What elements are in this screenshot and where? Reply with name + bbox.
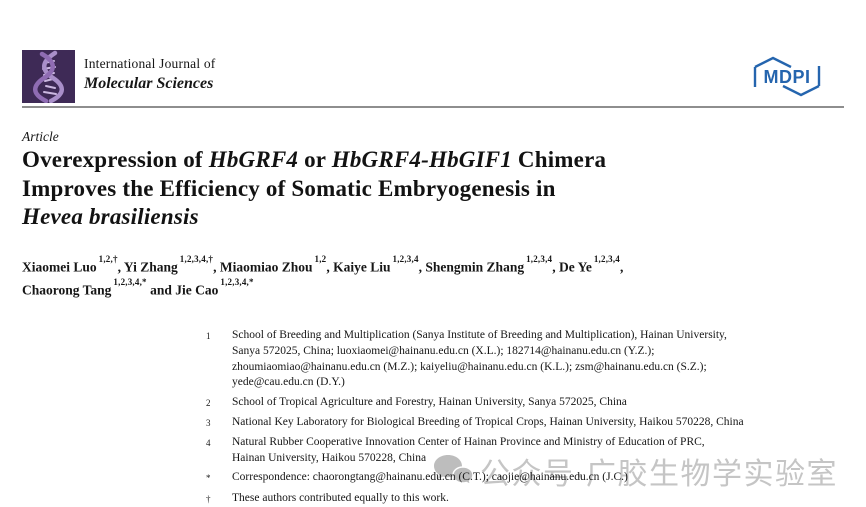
affiliation-line: School of Breeding and Multiplication (S…: [232, 329, 727, 341]
affiliation-row: * Correspondence: chaorongtang@hainanu.ed…: [206, 470, 744, 487]
journal-logo: [22, 50, 75, 104]
title-segment: Chimera: [511, 147, 607, 172]
affiliations-list: 1 School of Breeding and Multiplication (…: [206, 328, 744, 507]
article-type-label: Article: [22, 129, 59, 144]
affiliation-row: 2 School of Tropical Agriculture and Fore…: [206, 395, 744, 412]
affiliation-text: School of Tropical Agriculture and Fores…: [232, 395, 627, 412]
author-separator: ,: [620, 259, 624, 275]
author-separator: ,: [326, 259, 334, 275]
affiliation-marker: 3: [206, 417, 211, 428]
affiliation-marker: †: [206, 493, 211, 504]
author-separator: ,: [213, 259, 220, 275]
author-line: Xiaomei Luo1,2,†, Yi Zhang1,2,3,4,†, Mia…: [22, 254, 623, 277]
title-italic-segment: HbGRF4: [208, 147, 299, 172]
mdpi-hexagon-icon: MDPI: [753, 56, 821, 97]
affiliation-row: 4 Natural Rubber Cooperative Innovation C…: [206, 435, 744, 467]
journal-name-line2: Molecular Sciences: [84, 74, 214, 92]
author-affiliation-superscript: 1,2,3,4,*: [220, 276, 254, 287]
author-separator: ,: [418, 259, 426, 275]
author-name: Xiaomei Luo: [22, 259, 97, 275]
affiliation-marker: 1: [206, 331, 211, 341]
author-name: Jie Cao: [175, 282, 219, 297]
title-segment: or: [298, 147, 332, 172]
title-segment: Improves the Efficiency of Somatic Embry…: [22, 175, 556, 201]
author-name: Chaorong Tang: [22, 282, 112, 297]
affiliation-line: Hainan University, Haikou 570228, China: [232, 452, 427, 465]
wechat-icon: [434, 455, 473, 486]
affiliation-text: National Key Laboratory for Biological B…: [232, 415, 744, 432]
author-separator: ,: [552, 259, 559, 275]
affiliation-line: School of Tropical Agriculture and Fores…: [232, 395, 627, 408]
author-affiliation-superscript: 1,2,3,4: [593, 254, 621, 264]
affiliation-marker: 2: [206, 397, 211, 408]
author-separator: and: [146, 282, 176, 297]
title-line: Hevea brasiliensis: [22, 203, 606, 232]
watermark: 公众号·广胶生物学实验室: [433, 449, 838, 493]
affiliation-line: Natural Rubber Cooperative Innovation Ce…: [232, 436, 705, 449]
journal-name-line1: International Journal of: [84, 56, 216, 71]
author-affiliation-superscript: 1,2: [314, 254, 327, 264]
affiliation-row: 3 National Key Laboratory for Biological …: [206, 415, 744, 432]
dna-helix-icon: [33, 50, 64, 104]
affiliation-text: School of Breeding and Multiplication (S…: [232, 328, 727, 391]
watermark-text: 公众号·广胶生物学实验室: [480, 458, 838, 491]
affiliation-line: These authors contributed equally to thi…: [232, 491, 449, 504]
affiliation-line: Correspondence: chaorongtang@hainanu.edu…: [232, 471, 628, 484]
title-italic-segment: HbGRF4-HbGIF1: [331, 147, 512, 172]
title-line: Improves the Efficiency of Somatic Embry…: [22, 175, 606, 204]
author-affiliation-superscript: 1,2,3,4: [526, 254, 553, 264]
affiliation-line: Sanya 572025, China; luoxiaomei@hainanu.…: [232, 344, 655, 357]
author-name: Yi Zhang: [123, 259, 178, 275]
affiliation-marker: *: [206, 473, 211, 484]
author-affiliation-superscript: 1,2,†: [98, 254, 118, 264]
mdpi-logo: MDPI: [748, 54, 826, 100]
affiliation-text: Correspondence: chaorongtang@hainanu.edu…: [232, 470, 628, 487]
affiliation-line: National Key Laboratory for Biological B…: [232, 415, 744, 428]
author-name: Shengmin Zhang: [425, 259, 525, 275]
author-affiliation-superscript: 1,2,3,4,†: [179, 254, 214, 264]
author-separator: ,: [117, 259, 124, 275]
author-name: De Ye: [558, 259, 592, 275]
affiliation-line: zhoumiaomiao@hainanu.edu.cn (M.Z.); kaiy…: [232, 360, 707, 373]
author-affiliation-superscript: 1,2,3,4: [392, 254, 419, 264]
affiliation-marker: 4: [206, 438, 211, 449]
author-name: Miaomiao Zhou: [219, 259, 313, 275]
journal-name: International Journal of Molecular Scien…: [84, 56, 216, 94]
title-segment: Overexpression of: [22, 147, 209, 172]
author-affiliation-superscript: 1,2,3,4,*: [113, 276, 147, 287]
title-italic-segment: Hevea brasiliensis: [22, 204, 199, 229]
affiliation-text: Natural Rubber Cooperative Innovation Ce…: [232, 435, 705, 467]
article-title: Overexpression of HbGRF4 or HbGRF4-HbGIF…: [22, 146, 606, 232]
affiliation-row: † These authors contributed equally to th…: [206, 491, 744, 507]
affiliation-text: These authors contributed equally to thi…: [232, 491, 449, 507]
author-list: Xiaomei Luo1,2,†, Yi Zhang1,2,3,4,†, Mia…: [22, 254, 623, 299]
title-line: Overexpression of HbGRF4 or HbGRF4-HbGIF…: [22, 146, 606, 175]
author-line: Chaorong Tang1,2,3,4,* and Jie Cao1,2,3,…: [22, 277, 623, 300]
affiliation-row: 1 School of Breeding and Multiplication (…: [206, 328, 744, 391]
header-divider: [22, 106, 844, 108]
mdpi-logo-text: MDPI: [764, 67, 811, 87]
affiliation-line: yede@cau.edu.cn (D.Y.): [232, 376, 345, 389]
author-name: Kaiye Liu: [333, 259, 391, 275]
